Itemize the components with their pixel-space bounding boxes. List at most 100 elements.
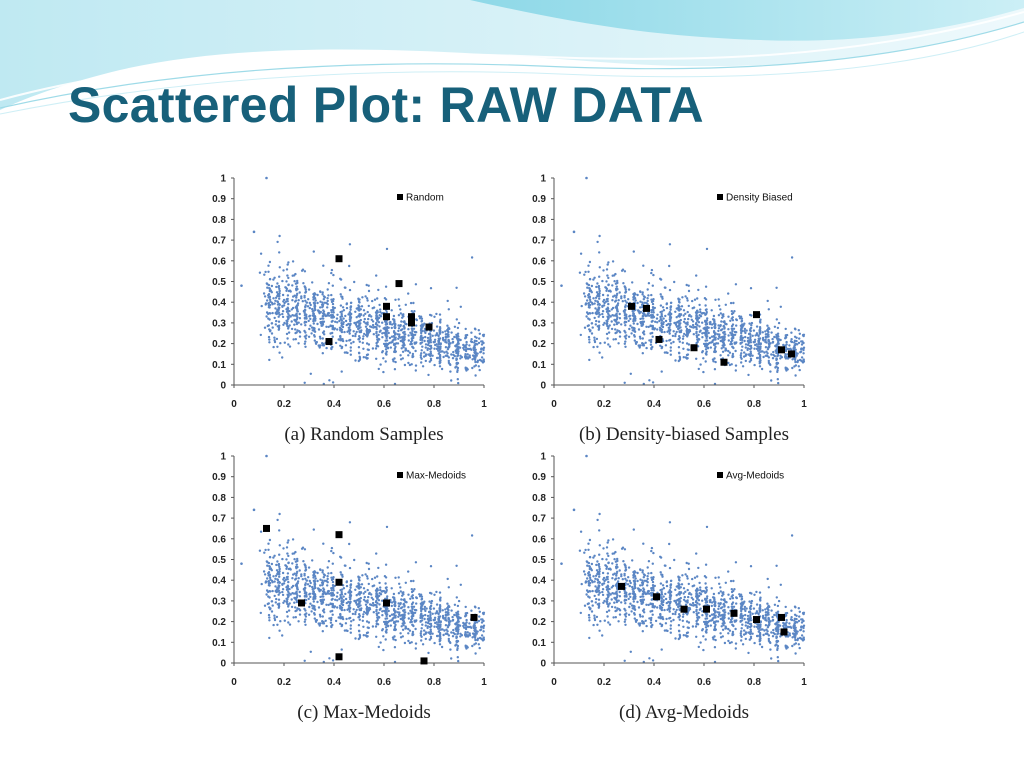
- x-tick-label: 0.8: [747, 399, 761, 410]
- raw-data-point: [357, 346, 361, 349]
- raw-data-point: [313, 330, 316, 333]
- slide-title: Scattered Plot: RAW DATA: [68, 77, 704, 133]
- raw-data-point: [784, 337, 787, 340]
- raw-data-point: [281, 279, 284, 283]
- raw-data-point: [393, 318, 396, 321]
- raw-data-point: [617, 299, 620, 302]
- raw-data-point: [313, 318, 317, 322]
- raw-data-point: [727, 334, 730, 337]
- raw-data-point: [587, 613, 591, 617]
- raw-data-point: [764, 354, 767, 357]
- panel-caption: (a) Random Samples: [284, 424, 443, 445]
- raw-data-point: [364, 611, 368, 615]
- raw-data-point: [378, 303, 381, 307]
- raw-data-point: [688, 325, 692, 328]
- raw-data-point: [353, 599, 356, 603]
- raw-data-point: [317, 606, 321, 609]
- raw-data-point: [607, 343, 610, 346]
- raw-data-point: [291, 274, 294, 277]
- raw-data-point: [341, 603, 345, 607]
- raw-data-point: [377, 566, 380, 570]
- raw-data-point: [633, 339, 636, 342]
- raw-data-point: [473, 351, 476, 354]
- raw-data-point: [319, 584, 322, 587]
- raw-data-point: [314, 619, 318, 622]
- raw-data-point: [668, 324, 672, 327]
- raw-data-point: [435, 325, 439, 328]
- raw-data-point: [798, 358, 802, 362]
- raw-data-point: [596, 300, 600, 304]
- raw-data-point: [313, 617, 316, 620]
- raw-data-point: [354, 332, 357, 336]
- raw-data-point: [316, 322, 319, 326]
- raw-data-point: [615, 322, 619, 326]
- raw-data-point: [739, 338, 742, 342]
- raw-data-point: [740, 630, 743, 633]
- raw-data-point: [287, 261, 290, 264]
- raw-data-point: [326, 306, 329, 309]
- raw-data-point: [384, 327, 387, 330]
- raw-data-point: [389, 322, 392, 326]
- raw-data-point: [452, 628, 455, 632]
- raw-data-point: [648, 379, 651, 382]
- raw-data-point: [334, 320, 337, 323]
- scatter-panel-4: 00.10.20.30.40.50.60.70.80.910 0.2 0.4 0.6 0…: [532, 452, 807, 724]
- raw-data-point: [357, 605, 360, 608]
- raw-data-point: [639, 306, 642, 309]
- raw-data-point: [308, 301, 311, 305]
- raw-data-point: [318, 335, 322, 338]
- raw-data-point: [478, 332, 481, 335]
- raw-data-point: [664, 314, 667, 318]
- raw-data-point: [392, 592, 396, 596]
- raw-data-point: [734, 349, 737, 353]
- raw-data-point: [316, 600, 319, 604]
- raw-data-point: [384, 342, 388, 345]
- raw-data-point: [662, 317, 665, 320]
- raw-data-point: [313, 605, 316, 608]
- raw-data-point: [349, 338, 352, 342]
- raw-data-point: [330, 311, 333, 314]
- raw-data-point: [750, 324, 753, 327]
- raw-data-point: [687, 343, 691, 346]
- raw-data-point: [606, 320, 609, 323]
- raw-data-point: [272, 623, 275, 627]
- raw-data-point: [597, 306, 600, 309]
- raw-data-point: [583, 551, 586, 554]
- raw-data-point: [651, 335, 654, 338]
- raw-data-point: [300, 575, 303, 578]
- raw-data-point: [298, 608, 301, 611]
- raw-data-point: [456, 610, 460, 613]
- raw-data-point: [701, 336, 704, 339]
- raw-data-point: [455, 596, 458, 599]
- raw-data-point: [447, 326, 450, 329]
- raw-data-point: [650, 320, 653, 323]
- raw-data-point: [265, 176, 268, 180]
- raw-data-point: [432, 607, 436, 610]
- raw-data-point: [349, 598, 352, 601]
- raw-data-point: [412, 612, 415, 615]
- raw-data-point: [393, 596, 396, 599]
- raw-data-point: [722, 335, 725, 338]
- raw-data-point: [457, 599, 461, 603]
- raw-data-point: [455, 564, 458, 567]
- raw-data-point: [616, 279, 619, 283]
- raw-data-point: [439, 318, 442, 321]
- raw-data-point: [385, 614, 388, 618]
- raw-data-point: [298, 291, 301, 294]
- raw-data-point: [375, 622, 378, 625]
- raw-data-point: [651, 580, 655, 584]
- raw-data-point: [588, 306, 591, 309]
- raw-data-point: [290, 586, 293, 589]
- raw-data-point: [630, 332, 633, 335]
- raw-data-point: [776, 378, 779, 381]
- raw-data-point: [378, 592, 381, 595]
- raw-data-point: [411, 630, 415, 634]
- raw-data-point: [325, 346, 328, 350]
- raw-data-point: [398, 335, 401, 338]
- raw-data-point: [585, 315, 588, 318]
- y-tick-label: 0.5: [212, 277, 226, 288]
- raw-data-point: [471, 358, 474, 361]
- raw-data-point: [633, 335, 636, 338]
- raw-data-point: [357, 308, 360, 312]
- raw-data-point: [800, 343, 804, 346]
